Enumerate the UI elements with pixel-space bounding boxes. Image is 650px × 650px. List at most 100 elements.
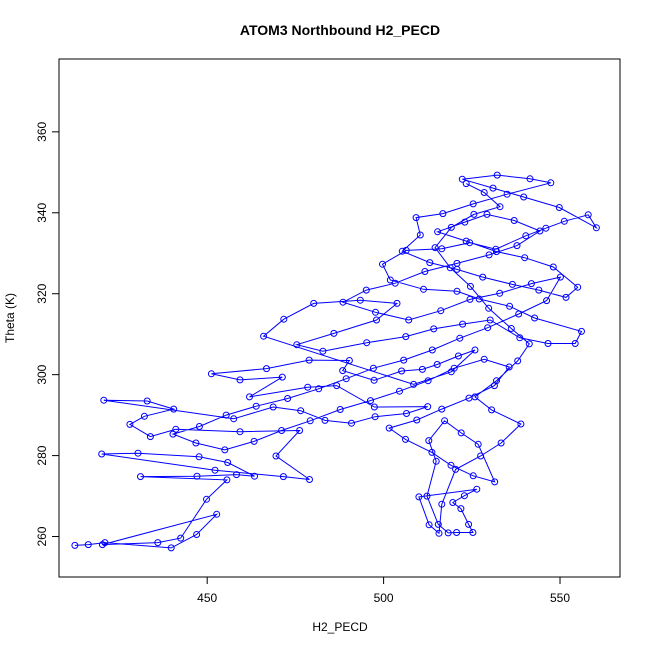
- data-point: [236, 376, 244, 384]
- data-point: [339, 367, 347, 375]
- data-point: [503, 190, 511, 198]
- data-point: [373, 316, 380, 324]
- data-point: [483, 210, 491, 218]
- data-point: [222, 411, 230, 419]
- data-point: [466, 239, 474, 247]
- data-point: [203, 495, 210, 503]
- data-point: [293, 341, 301, 349]
- data-point: [263, 365, 270, 373]
- data-point: [279, 473, 287, 481]
- data-point: [475, 295, 483, 303]
- data-point: [260, 332, 268, 340]
- data-point: [306, 417, 314, 425]
- y-tick-label: 340: [35, 202, 49, 222]
- data-point: [462, 237, 470, 245]
- data-point: [486, 316, 494, 324]
- data-point: [438, 500, 446, 508]
- x-tick-label: 550: [550, 591, 570, 605]
- plot-frame: [58, 58, 621, 578]
- data-point: [170, 405, 178, 413]
- data-point: [391, 279, 399, 287]
- data-point: [315, 385, 323, 393]
- data-point: [434, 520, 442, 528]
- data-point: [423, 492, 431, 500]
- data-point: [420, 285, 427, 293]
- data-point: [424, 403, 432, 411]
- data-point: [278, 427, 286, 434]
- data-point: [434, 228, 442, 236]
- data-point: [213, 510, 221, 518]
- data-point: [432, 457, 440, 465]
- data-point: [439, 210, 447, 218]
- data-point: [169, 430, 177, 438]
- x-axis-label: H2_PECD: [312, 620, 368, 634]
- data-point: [506, 302, 514, 310]
- data-point: [385, 424, 393, 432]
- data-point: [485, 251, 493, 259]
- data-point: [400, 356, 408, 364]
- chart-title: ATOM3 Northbound H2_PECD: [240, 22, 440, 38]
- data-point: [402, 333, 410, 341]
- data-point: [339, 298, 347, 306]
- data-point: [396, 387, 403, 395]
- data-point: [535, 286, 543, 294]
- data-point: [462, 180, 470, 188]
- data-point: [134, 449, 142, 457]
- y-tick-label: 280: [35, 445, 49, 465]
- data-point: [321, 416, 329, 424]
- y-tick-label: 320: [35, 283, 49, 303]
- data-point: [403, 410, 410, 417]
- data-point: [428, 346, 436, 354]
- data-point: [370, 403, 378, 411]
- data-point: [379, 260, 386, 268]
- data-point: [393, 299, 401, 307]
- data-point: [459, 320, 467, 328]
- data-point: [207, 370, 215, 378]
- data-point: [433, 361, 441, 368]
- data-point: [514, 357, 522, 365]
- data-point: [167, 544, 175, 552]
- data-point: [513, 242, 521, 250]
- data-point: [447, 461, 455, 469]
- data-point: [474, 440, 482, 448]
- data-point: [342, 375, 350, 383]
- data-point: [449, 499, 457, 506]
- data-point: [447, 223, 455, 231]
- data-point: [469, 529, 477, 536]
- data-point: [444, 529, 452, 537]
- data-point: [425, 437, 433, 445]
- data-point: [84, 541, 92, 549]
- data-point: [497, 439, 505, 447]
- data-point: [454, 352, 462, 360]
- data-point: [491, 478, 499, 486]
- data-point: [460, 492, 468, 500]
- data-point: [192, 439, 200, 447]
- data-point: [522, 232, 530, 240]
- data-point: [453, 259, 461, 267]
- data-point: [480, 355, 488, 363]
- data-point: [520, 193, 528, 201]
- x-tick-label: 500: [374, 591, 394, 605]
- data-point: [496, 289, 504, 297]
- y-tick-label: 360: [35, 122, 49, 142]
- data-point: [469, 200, 477, 208]
- data-point: [496, 203, 504, 211]
- data-point: [413, 416, 421, 424]
- data-point: [547, 179, 555, 187]
- data-point: [280, 315, 288, 323]
- data-point: [211, 466, 219, 474]
- data-point: [479, 273, 487, 281]
- data-point: [452, 465, 460, 473]
- data-point: [71, 541, 79, 549]
- data-point: [223, 476, 231, 484]
- data-point: [473, 485, 481, 493]
- data-point: [574, 283, 582, 291]
- data-point: [246, 393, 253, 401]
- data-point: [367, 397, 374, 405]
- data-point: [516, 334, 524, 342]
- data-point: [489, 184, 497, 192]
- data-point: [230, 415, 238, 423]
- data-point: [450, 364, 458, 372]
- data-point: [438, 405, 446, 413]
